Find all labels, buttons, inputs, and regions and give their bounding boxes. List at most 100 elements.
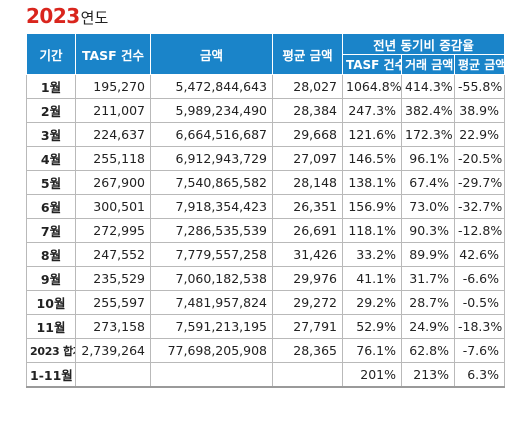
cell-count: 247,552 <box>75 242 151 267</box>
cell-avg: 29,272 <box>272 290 343 315</box>
cell-yoy-trade: 73.0% <box>401 194 455 219</box>
cell-yoy-count: 247.3% <box>342 98 402 123</box>
cell-yoy-avg: -6.6% <box>454 266 505 291</box>
table-row-total: 2023 합계 2,739,264 77,698,205,908 28,365 … <box>26 338 505 363</box>
table-row: 11월 273,158 7,591,213,195 27,791 52.9% 2… <box>26 314 505 339</box>
cell-yoy-trade: 96.1% <box>401 146 455 171</box>
cell-avg: 29,976 <box>272 266 343 291</box>
cell-count: 211,007 <box>75 98 151 123</box>
cell-yoy-count: 29.2% <box>342 290 402 315</box>
cell-yoy-count: 1064.8% <box>342 74 402 99</box>
header-period: 기간 <box>26 33 76 75</box>
cell-count: 272,995 <box>75 218 151 243</box>
cell-yoy-count: 138.1% <box>342 170 402 195</box>
cell-avg: 26,691 <box>272 218 343 243</box>
cell-avg: 26,351 <box>272 194 343 219</box>
cell-yoy-avg: 42.6% <box>454 242 505 267</box>
cell-avg: 27,097 <box>272 146 343 171</box>
cell-yoy-avg: -20.5% <box>454 146 505 171</box>
cell-amount: 7,481,957,824 <box>150 290 273 315</box>
cell-avg: 28,027 <box>272 74 343 99</box>
table-row: 4월 255,118 6,912,943,729 27,097 146.5% 9… <box>26 146 505 171</box>
table-row: 1월 195,270 5,472,844,643 28,027 1064.8% … <box>26 74 505 99</box>
header-yoy-group: 전년 동기비 증감율 <box>342 33 505 55</box>
table-body: 1월 195,270 5,472,844,643 28,027 1064.8% … <box>26 74 505 388</box>
header-avg-amount: 평균 금액 <box>272 33 343 75</box>
title-suffix: 연도 <box>80 9 109 27</box>
cell-count <box>75 362 151 388</box>
cell-yoy-avg: -55.8% <box>454 74 505 99</box>
cell-amount: 7,060,182,538 <box>150 266 273 291</box>
header-amount: 금액 <box>150 33 273 75</box>
cell-yoy-avg: -0.5% <box>454 290 505 315</box>
cell-count: 195,270 <box>75 74 151 99</box>
cell-yoy-count: 76.1% <box>342 338 402 363</box>
cell-yoy-avg: -7.6% <box>454 338 505 363</box>
cell-yoy-avg: 38.9% <box>454 98 505 123</box>
cell-yoy-trade: 89.9% <box>401 242 455 267</box>
title-year: 2023 <box>26 4 80 28</box>
cell-yoy-trade: 67.4% <box>401 170 455 195</box>
cell-amount: 5,472,844,643 <box>150 74 273 99</box>
cell-period: 11월 <box>26 314 76 339</box>
cell-yoy-trade: 90.3% <box>401 218 455 243</box>
cell-period: 3월 <box>26 122 76 147</box>
cell-amount: 7,286,535,539 <box>150 218 273 243</box>
cell-yoy-avg: -32.7% <box>454 194 505 219</box>
cell-yoy-count: 156.9% <box>342 194 402 219</box>
cell-avg: 28,384 <box>272 98 343 123</box>
cell-yoy-trade: 414.3% <box>401 74 455 99</box>
page-title: 2023연도 <box>26 3 108 29</box>
cell-count: 255,118 <box>75 146 151 171</box>
cell-avg: 28,365 <box>272 338 343 363</box>
table-row: 3월 224,637 6,664,516,687 29,668 121.6% 1… <box>26 122 505 147</box>
cell-count: 255,597 <box>75 290 151 315</box>
cell-yoy-trade: 382.4% <box>401 98 455 123</box>
cell-count: 273,158 <box>75 314 151 339</box>
header-yoy-tasf: TASF 건수 <box>342 54 402 75</box>
cell-period: 6월 <box>26 194 76 219</box>
header-yoy-trade: 거래 금액 <box>401 54 455 75</box>
cell-yoy-count: 118.1% <box>342 218 402 243</box>
cell-period: 2023 합계 <box>26 338 76 363</box>
cell-period: 7월 <box>26 218 76 243</box>
cell-period: 1-11월 <box>26 362 76 388</box>
cell-yoy-count: 33.2% <box>342 242 402 267</box>
cell-yoy-count: 201% <box>342 362 402 388</box>
cell-yoy-trade: 24.9% <box>401 314 455 339</box>
cell-period: 10월 <box>26 290 76 315</box>
cell-period: 9월 <box>26 266 76 291</box>
table-row: 8월 247,552 7,779,557,258 31,426 33.2% 89… <box>26 242 505 267</box>
cell-amount: 7,591,213,195 <box>150 314 273 339</box>
cell-yoy-avg: -29.7% <box>454 170 505 195</box>
header-tasf-count: TASF 건수 <box>75 33 151 75</box>
header-yoy-avg: 평균 금액 <box>454 54 505 75</box>
cell-avg: 28,148 <box>272 170 343 195</box>
cell-count: 300,501 <box>75 194 151 219</box>
cell-yoy-avg: 22.9% <box>454 122 505 147</box>
table-row: 6월 300,501 7,918,354,423 26,351 156.9% 7… <box>26 194 505 219</box>
cell-amount: 77,698,205,908 <box>150 338 273 363</box>
table-header: 기간 TASF 건수 금액 평균 금액 전년 동기비 증감율 TASF 건수 거… <box>26 33 505 75</box>
cell-count: 224,637 <box>75 122 151 147</box>
cell-period: 8월 <box>26 242 76 267</box>
cell-period: 2월 <box>26 98 76 123</box>
cell-yoy-trade: 31.7% <box>401 266 455 291</box>
cell-amount: 5,989,234,490 <box>150 98 273 123</box>
cell-amount: 7,779,557,258 <box>150 242 273 267</box>
cell-amount <box>150 362 273 388</box>
cell-yoy-trade: 28.7% <box>401 290 455 315</box>
cell-yoy-count: 41.1% <box>342 266 402 291</box>
cell-yoy-avg: 6.3% <box>454 362 505 388</box>
table-row: 2월 211,007 5,989,234,490 28,384 247.3% 3… <box>26 98 505 123</box>
cell-count: 235,529 <box>75 266 151 291</box>
cell-count: 267,900 <box>75 170 151 195</box>
cell-yoy-trade: 62.8% <box>401 338 455 363</box>
table-row: 10월 255,597 7,481,957,824 29,272 29.2% 2… <box>26 290 505 315</box>
cell-amount: 6,912,943,729 <box>150 146 273 171</box>
cell-yoy-avg: -12.8% <box>454 218 505 243</box>
cell-amount: 7,918,354,423 <box>150 194 273 219</box>
cell-avg <box>272 362 343 388</box>
cell-avg: 31,426 <box>272 242 343 267</box>
cell-yoy-count: 146.5% <box>342 146 402 171</box>
